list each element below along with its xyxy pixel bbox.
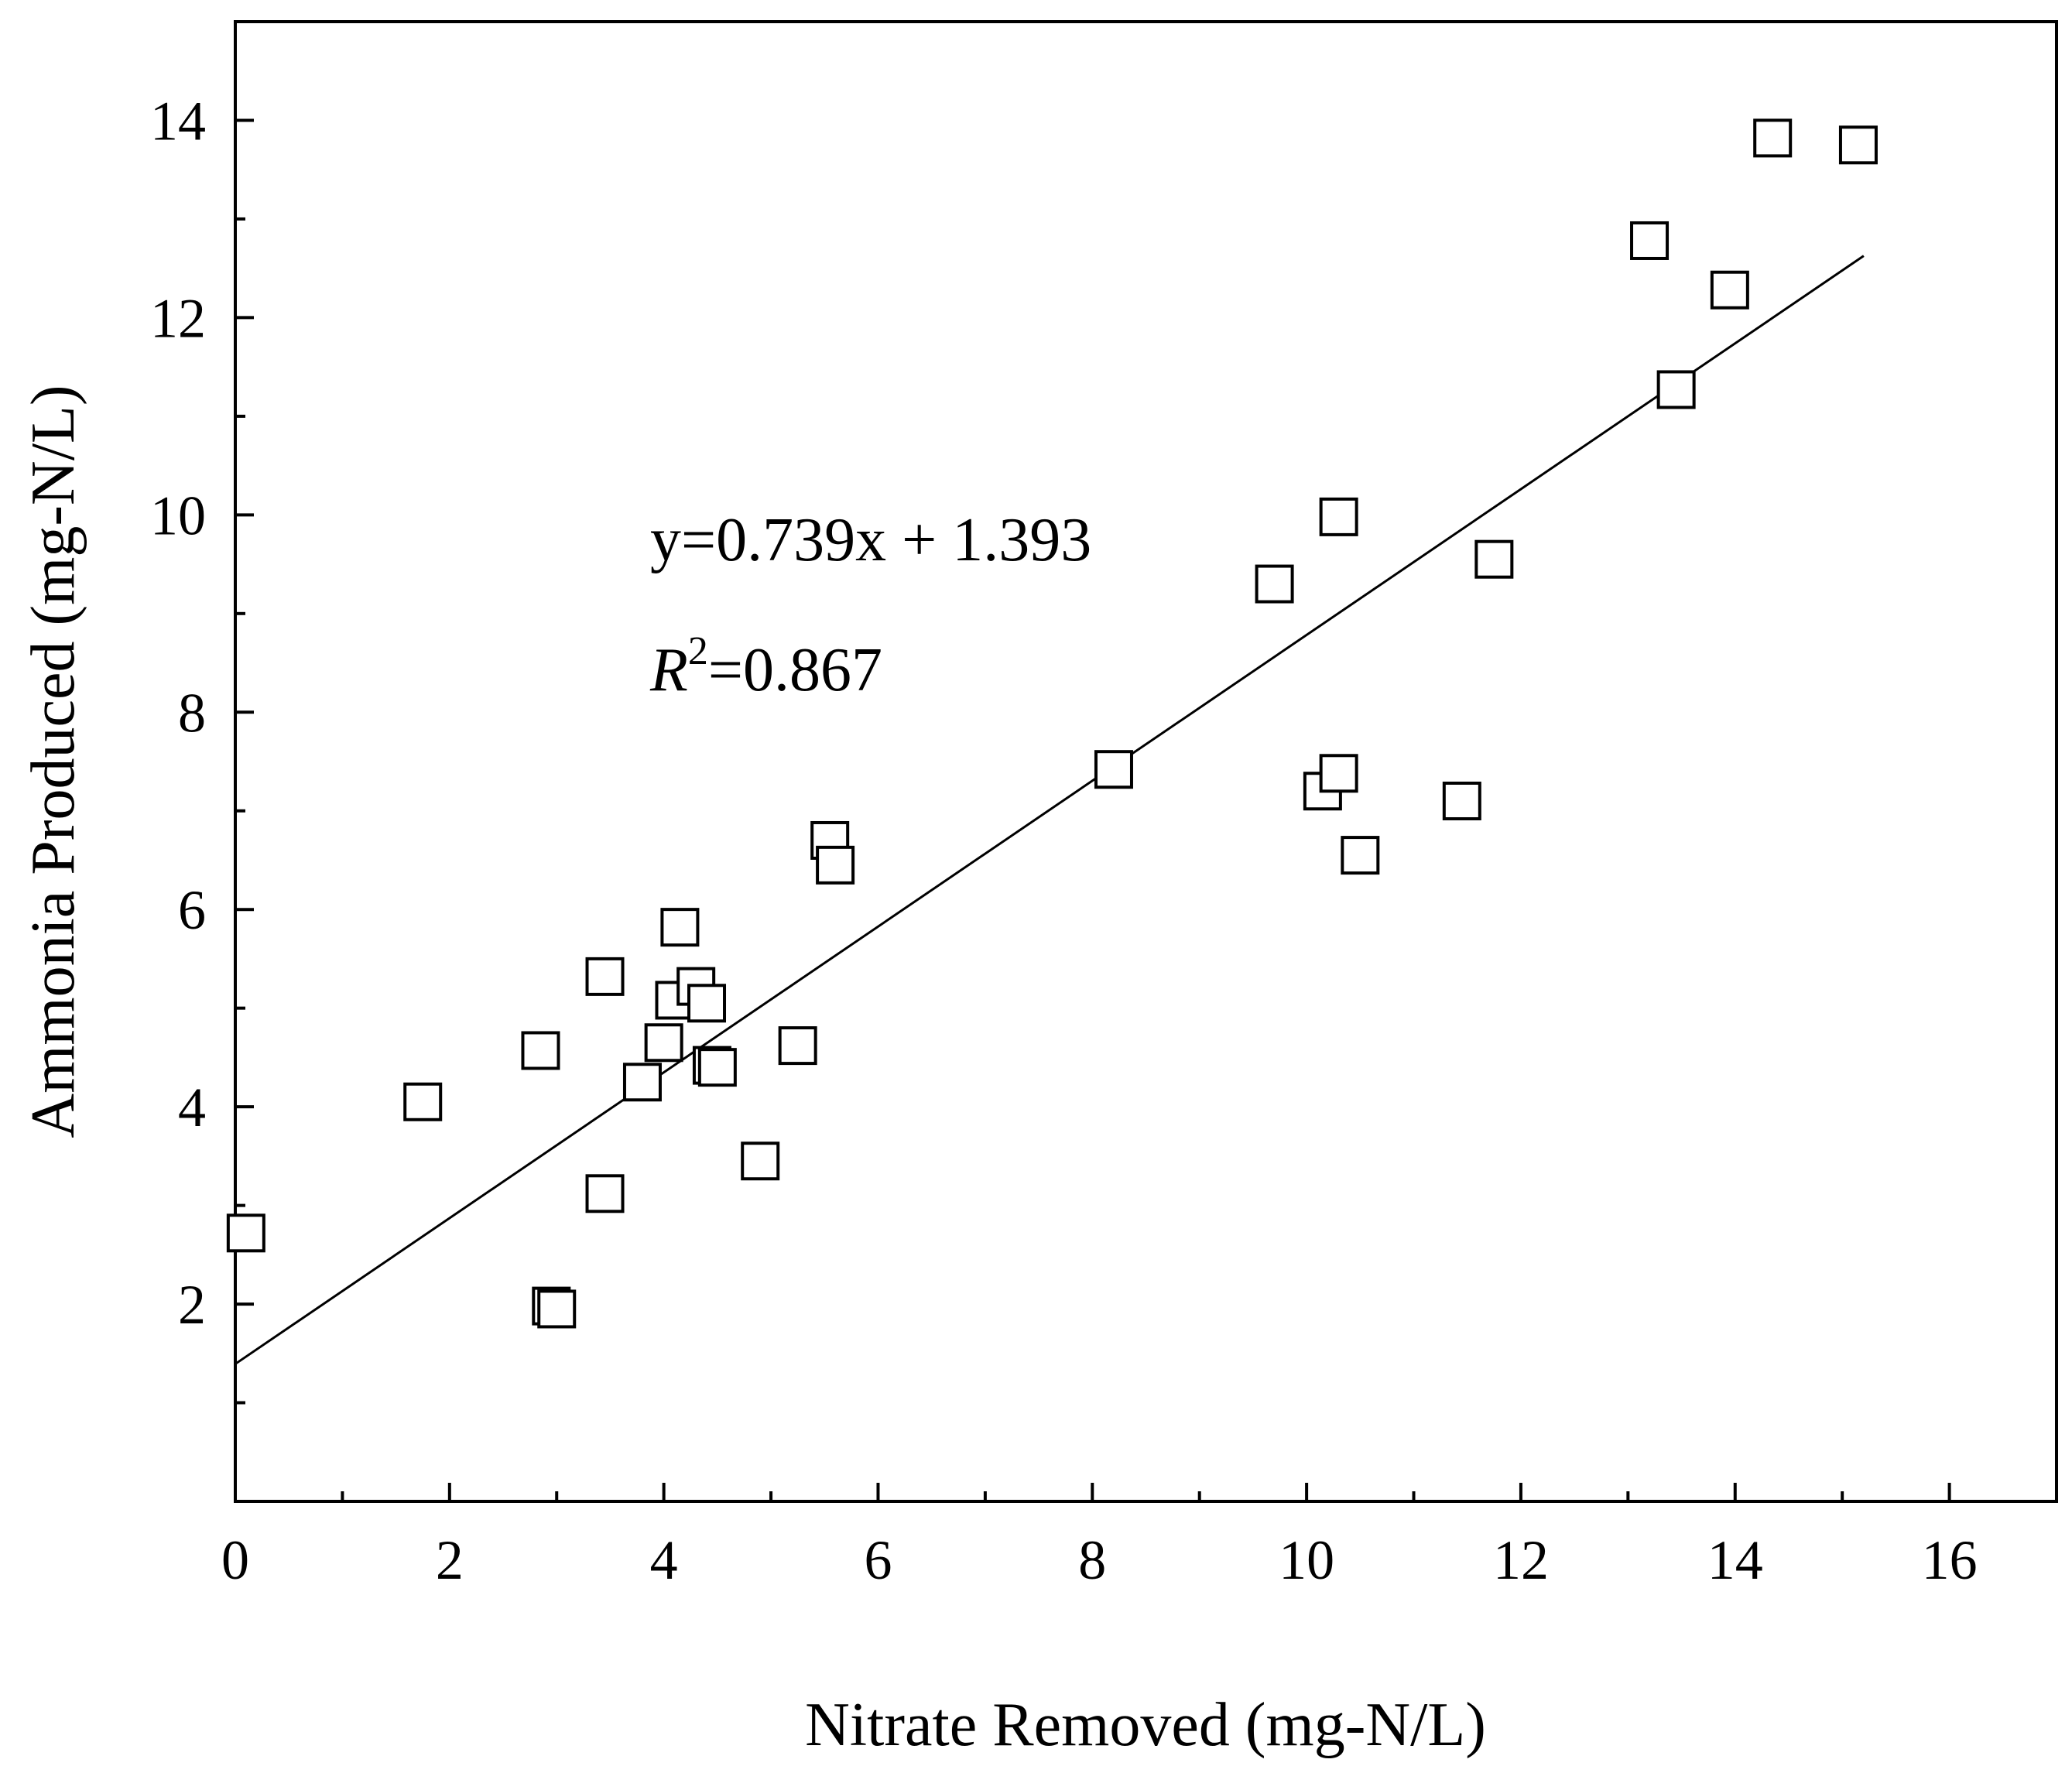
y-tick-label: 14 (150, 90, 206, 152)
r-squared-symbol: R (649, 636, 688, 704)
data-point (1319, 497, 1358, 536)
y-tick-label: 12 (150, 287, 206, 349)
y-tick-label: 2 (178, 1274, 206, 1336)
data-point (1630, 221, 1670, 260)
data-point (1838, 125, 1878, 165)
x-tick-label: 10 (1279, 1529, 1334, 1591)
data-point (778, 1026, 817, 1066)
data-point (585, 957, 625, 996)
r-squared-value: =0.867 (708, 636, 882, 704)
data-point (644, 1023, 683, 1063)
data-point (1094, 750, 1133, 789)
x-tick-label: 12 (1493, 1529, 1549, 1591)
data-points (226, 118, 1878, 1329)
x-tick-label: 4 (650, 1529, 678, 1591)
axis-ticks (234, 118, 2058, 1501)
y-tick-label: 10 (150, 484, 206, 546)
x-tick-label: 16 (1922, 1529, 1978, 1591)
data-point (1753, 118, 1793, 158)
y-tick-label: 4 (178, 1076, 206, 1138)
data-point (816, 845, 855, 885)
fit-line (235, 255, 1865, 1365)
x-tick-label: 6 (864, 1529, 892, 1591)
data-point (1442, 781, 1481, 820)
data-point (1656, 370, 1696, 409)
y-tick-label: 6 (178, 879, 206, 941)
x-tick-label: 2 (436, 1529, 464, 1591)
data-point (1710, 270, 1749, 310)
y-axis-label: Ammonia Produced (mg-N/L) (19, 385, 87, 1138)
fit-equation: y=0.739x + 1.393 (650, 506, 1091, 574)
data-point (622, 1063, 662, 1102)
data-point (1474, 539, 1514, 579)
r-squared-annotation: R2=0.867 (649, 629, 882, 704)
r-squared-exponent: 2 (688, 629, 708, 673)
x-tick-label: 14 (1707, 1529, 1763, 1591)
data-point (697, 1048, 737, 1087)
data-point (1255, 564, 1294, 604)
x-tick-label: 8 (1078, 1529, 1106, 1591)
plot-frame (234, 20, 2058, 1503)
x-axis-label: Nitrate Removed (mg-N/L) (805, 1691, 1486, 1759)
data-point (537, 1289, 577, 1329)
data-point (741, 1141, 780, 1181)
data-point (660, 908, 700, 947)
data-point (226, 1213, 265, 1253)
data-point (687, 984, 727, 1023)
y-tick-label: 8 (178, 682, 206, 744)
data-point (1319, 754, 1358, 793)
data-point (521, 1031, 560, 1070)
data-point (1341, 836, 1380, 875)
x-tick-label: 0 (221, 1529, 249, 1591)
data-point (403, 1082, 443, 1121)
data-point (585, 1174, 625, 1213)
tick-labels: 0 2 4 6 8 10 12 14 16 2 4 6 8 10 12 14 (150, 90, 1978, 1591)
